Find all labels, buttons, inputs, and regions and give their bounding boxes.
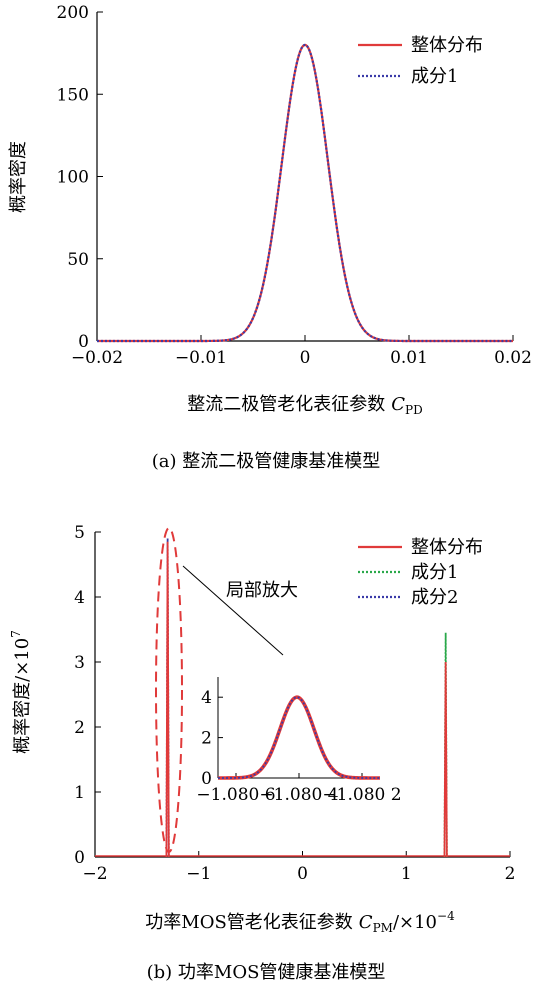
panel-b-leader-line xyxy=(182,565,284,656)
inset-x-ticks: −1.080 6−1.080 4−1.080 2 xyxy=(196,773,402,805)
panel-b-y-tick-label: 4 xyxy=(74,588,85,608)
panel-b-curves xyxy=(95,538,510,858)
inset-y-ticks: 0 2 4 xyxy=(201,688,223,789)
inset-series-component-2 xyxy=(218,696,380,779)
panel-b-y-label: 概率密度/×107 xyxy=(9,630,33,754)
panel-b-x-ticks: −2 −1 0 1 2 xyxy=(82,851,515,884)
panel-a-grid-axes xyxy=(96,12,513,342)
panel-a-x-tick-label: 0.02 xyxy=(494,348,532,368)
inset-x-tick-label: −1.080 4 xyxy=(259,785,338,805)
panel-a-y-tick-label: 150 xyxy=(57,85,89,105)
panel-a-legend-label-overall: 整体分布 xyxy=(411,35,483,56)
panel-a-series-component-1 xyxy=(97,43,513,343)
panel-b-x-tick-label: 1 xyxy=(401,864,412,884)
inset-x-tick-label: −1.080 6 xyxy=(196,785,275,805)
panel-a-x-tick-label: 0.01 xyxy=(390,348,428,368)
panel-a-y-tick-label: 0 xyxy=(78,332,89,352)
panel-b-x-tick-label: −1 xyxy=(186,864,211,884)
panel-b-y-tick-label: 0 xyxy=(74,848,85,868)
panel-b-y-ticks: 0 1 2 3 4 5 xyxy=(74,523,101,868)
panel-a-caption: (a) 整流二极管健康基准模型 xyxy=(152,451,381,472)
panel-a-x-label-symbol: C xyxy=(391,394,405,415)
panel-a-y-ticks: 0 50 100 150 200 xyxy=(57,3,103,352)
panel-a-x-label-sub: PD xyxy=(405,403,423,417)
panel-b-x-label-exp: −4 xyxy=(437,909,455,923)
panel-b-x-tick-label: −2 xyxy=(82,864,107,884)
panel-b-legend-label-comp1: 成分1 xyxy=(411,562,458,583)
panel-a-x-tick-label: 0 xyxy=(300,348,311,368)
panel-b-y-tick-label: 2 xyxy=(74,718,85,738)
panel-a-y-tick-label: 100 xyxy=(57,168,89,188)
panel-a-x-tick-label: −0.02 xyxy=(71,348,123,368)
panel-b-legend-label-overall: 整体分布 xyxy=(411,537,483,558)
panel-b-y-tick-label: 5 xyxy=(74,523,85,543)
panel-b-x-label-sub: PM xyxy=(373,921,393,935)
panel-b-inset: 0 2 4 −1.080 6−1.080 4−1.080 2 xyxy=(196,677,402,805)
panel-a-series-overall xyxy=(97,43,513,343)
panel-b-x-label-symbol: C xyxy=(359,912,373,933)
panel-a-x-tick-label: −0.01 xyxy=(175,348,227,368)
inset-series-overall xyxy=(218,695,380,780)
panel-b-y-label-scale: /×10 xyxy=(12,638,33,682)
panel-b-x-label: 功率MOS管老化表征参数 CPM/×10−4 xyxy=(145,909,455,935)
panel-b-x-label-text: 功率MOS管老化表征参数 xyxy=(145,912,353,933)
panel-b-caption: (b) 功率MOS管健康基准模型 xyxy=(147,962,386,983)
panel-a-x-label-text: 整流二极管老化表征参数 xyxy=(187,394,385,415)
inset-x-tick-label: −1.080 2 xyxy=(322,785,401,805)
panel-a-x-ticks: −0.02 −0.01 0 0.01 0.02 xyxy=(71,335,532,368)
panel-b: 0 1 2 3 4 5 −2 −1 0 1 2 局部放大 0 2 4 −1.080 6−1.080 4… xyxy=(9,523,515,983)
panel-b-legend: 整体分布 成分1 成分2 xyxy=(358,537,483,608)
inset-y-tick-label: 0 xyxy=(201,769,212,789)
panel-b-y-label-text: 概率密度 xyxy=(12,682,33,754)
panel-b-x-tick-label: 2 xyxy=(505,864,516,884)
panel-a-legend-label-comp1: 成分1 xyxy=(411,66,458,87)
inset-y-tick-label: 2 xyxy=(201,729,212,749)
panel-b-annotation: 局部放大 xyxy=(226,580,298,601)
panel-b-y-tick-label: 1 xyxy=(74,783,85,803)
panel-a-legend: 整体分布 成分1 xyxy=(358,35,483,87)
panel-a-curves xyxy=(97,43,513,343)
panel-a: 0 50 100 150 200 −0.02 −0.01 0 0.01 0.02 概率密度 整流… xyxy=(8,3,532,472)
panel-b-spike-series-0 xyxy=(165,541,170,858)
inset-y-tick-label: 4 xyxy=(201,688,212,708)
panel-b-y-tick-label: 3 xyxy=(74,653,85,673)
panel-a-y-label: 概率密度 xyxy=(8,141,29,213)
panel-b-legend-label-comp2: 成分2 xyxy=(411,587,458,608)
panel-b-zoom-ellipse xyxy=(155,527,183,853)
panel-b-x-label-scale: /×10 xyxy=(393,912,437,933)
panel-a-y-tick-label: 200 xyxy=(57,3,89,23)
panel-a-y-tick-label: 50 xyxy=(67,250,89,270)
inset-curves xyxy=(218,695,380,780)
panel-b-spike-series-0 xyxy=(443,661,448,858)
panel-b-x-tick-label: 0 xyxy=(297,864,308,884)
panel-a-x-label: 整流二极管老化表征参数 CPD xyxy=(187,394,422,417)
panel-b-y-label-exp: 7 xyxy=(9,630,23,638)
